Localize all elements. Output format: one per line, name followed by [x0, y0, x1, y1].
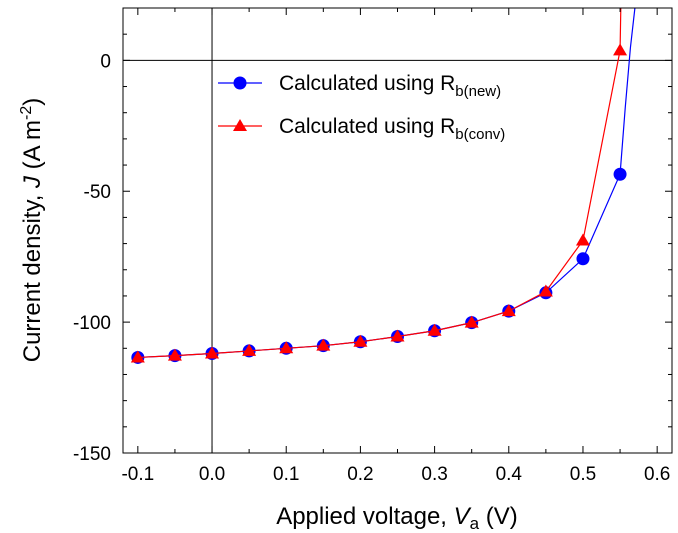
data-point-triangle: [167, 348, 182, 361]
x-tick-label: 0.6: [644, 464, 670, 485]
legend-label-conv: Calculated using Rb(conv): [279, 115, 505, 143]
data-point-triangle: [575, 233, 590, 246]
legend-label-new: Calculated using Rb(new): [279, 72, 501, 100]
x-axis-title: Applied voltage, Va (V): [276, 503, 518, 533]
data-point-triangle: [316, 338, 331, 351]
data-point-triangle: [427, 323, 442, 336]
y-axis-title: Current density, J (A m-2): [18, 98, 46, 363]
data-point-triangle: [279, 341, 294, 354]
data-point-triangle: [242, 343, 257, 356]
data-point-triangle: [464, 315, 479, 328]
y-tick-label: -50: [84, 182, 111, 203]
y-tick-label: 0: [100, 51, 111, 72]
data-point-circle: [576, 252, 590, 266]
data-point-triangle: [353, 334, 368, 347]
x-tick-label: 0.2: [347, 464, 373, 485]
data-point-triangle: [501, 304, 516, 317]
x-tick-label: -0.1: [121, 464, 154, 485]
x-tick-label: 0.1: [273, 464, 299, 485]
x-tick-label: 0.0: [199, 464, 225, 485]
legend-marker-new: [233, 76, 247, 90]
data-point-triangle: [390, 329, 405, 342]
plot-area: [123, 8, 672, 453]
data-point-triangle: [613, 43, 628, 56]
y-tick-label: -100: [73, 313, 111, 334]
data-point-triangle: [130, 350, 145, 363]
series-b-conv: [130, 8, 628, 363]
data-point-triangle: [205, 346, 220, 359]
tick-labels-layer: -0.1 0.0 0.1 0.2 0.3 0.4 0.5 0.6 0 -50 -100 -150: [73, 51, 670, 485]
legend: Calculated using Rb(new) Calculated usin…: [218, 72, 505, 143]
x-tick-label: 0.5: [570, 464, 596, 485]
y-tick-label: -150: [73, 444, 111, 465]
series-layer: [130, 8, 636, 364]
x-tick-label: 0.4: [496, 464, 523, 485]
data-point-circle: [613, 167, 627, 181]
reference-lines: [123, 8, 672, 453]
x-tick-label: 0.3: [421, 464, 447, 485]
data-point-triangle: [538, 284, 553, 297]
legend-marker-conv: [233, 119, 247, 131]
ticks-layer: [123, 7, 672, 454]
